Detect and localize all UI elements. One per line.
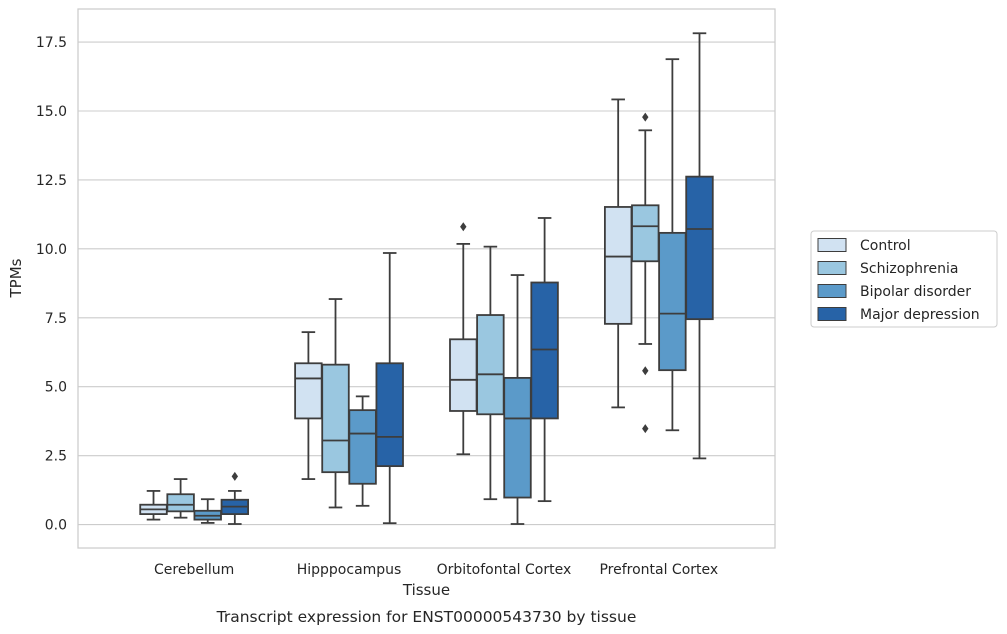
box-schizophrenia	[631, 112, 660, 434]
iqr-box	[166, 493, 195, 513]
outlier-point	[460, 222, 467, 232]
outlier-point	[642, 366, 649, 376]
plot-frame	[77, 8, 776, 549]
iqr-box	[603, 206, 633, 325]
y-tick-label: 7.5	[45, 311, 67, 327]
x-tick-labels: Cerebellum Hipppocampus Orbitofontal Corte…	[154, 562, 718, 578]
box-control	[139, 490, 168, 521]
iqr-box	[476, 314, 505, 416]
iqr-box	[503, 376, 532, 499]
y-tick-label: 2.5	[45, 449, 67, 465]
outlier-point	[231, 471, 239, 481]
legend-label: Bipolar disorder	[860, 284, 971, 300]
iqr-box	[658, 231, 687, 372]
box-control	[449, 222, 478, 456]
box-schizophrenia	[166, 478, 195, 519]
legend-swatch	[817, 307, 847, 321]
box-major-depression	[220, 471, 250, 525]
iqr-box	[631, 204, 660, 263]
y-tick-label: 12.5	[36, 173, 67, 189]
x-tick-label: Cerebellum	[154, 562, 234, 578]
legend: Control Schizophrenia Bipolar disorder Majo…	[810, 230, 998, 328]
box-schizophrenia	[321, 298, 350, 509]
legend-swatch	[817, 261, 847, 275]
box-major-depression	[375, 252, 404, 525]
x-tick-label: Hipppocampus	[297, 562, 402, 578]
iqr-box	[348, 409, 377, 485]
iqr-box	[375, 362, 404, 468]
legend-swatch	[817, 238, 847, 252]
y-tick-labels: 0.0 2.5 5.0 7.5 10.0 12.5 15.0 17.5	[36, 35, 67, 533]
box-major-depression	[530, 217, 559, 503]
x-tick-label: Orbitofontal Cortex	[437, 562, 572, 578]
y-tick-label: 17.5	[36, 35, 67, 51]
y-tick-label: 0.0	[45, 518, 67, 534]
box-groups	[139, 32, 714, 525]
outlier-point	[642, 424, 649, 434]
outlier-point	[642, 112, 649, 122]
box-control	[603, 98, 633, 409]
iqr-box	[321, 363, 350, 474]
legend-frame	[810, 230, 998, 328]
box-bipolar-disorder	[503, 274, 532, 525]
iqr-box	[449, 338, 478, 412]
chart-caption: Transcript expression for ENST0000054373…	[216, 608, 637, 626]
legend-label: Control	[860, 238, 911, 254]
box-schizophrenia	[476, 245, 505, 501]
box-bipolar-disorder	[193, 498, 222, 524]
y-tick-label: 15.0	[36, 104, 67, 120]
legend-label: Schizophrenia	[860, 261, 958, 277]
y-gridlines	[78, 41, 775, 526]
x-tick-label: Prefrontal Cortex	[599, 562, 718, 578]
legend-label: Major depression	[860, 307, 980, 323]
box-major-depression	[685, 32, 714, 460]
iqr-box	[294, 362, 323, 420]
y-tick-label: 5.0	[45, 380, 67, 396]
legend-swatch	[817, 284, 847, 298]
x-axis-title: Tissue	[402, 581, 450, 599]
y-axis-title: TPMs	[7, 258, 25, 298]
iqr-box	[685, 175, 714, 321]
iqr-box	[530, 281, 559, 420]
y-tick-label: 10.0	[36, 242, 67, 258]
box-control	[294, 331, 323, 480]
